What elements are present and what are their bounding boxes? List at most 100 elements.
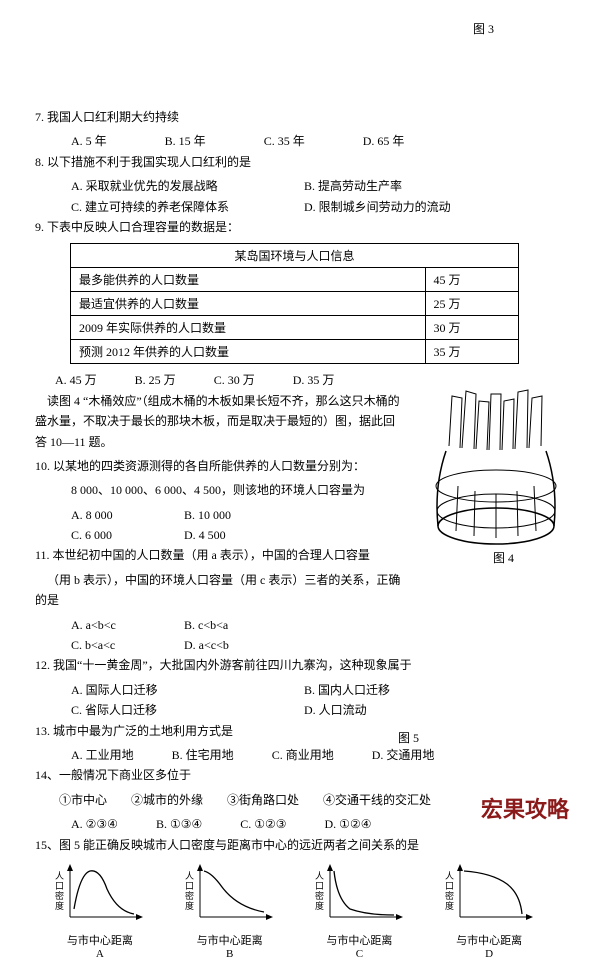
q14-sub: ①市中心 ②城市的外缘 ③街角路口处 ④交通干线的交汇处 bbox=[35, 790, 554, 810]
svg-text:密: 密 bbox=[445, 890, 454, 901]
q13-opt-a: A. 工业用地 bbox=[71, 745, 134, 765]
q14-opt-a: A. ②③④ bbox=[71, 814, 118, 834]
table-cell: 最多能供养的人口数量 bbox=[71, 268, 426, 292]
q7-opt-c: C. 35 年 bbox=[264, 131, 305, 151]
q9-table-wrap: 某岛国环境与人口信息 最多能供养的人口数量45 万 最适宜供养的人口数量25 万… bbox=[70, 243, 519, 364]
barrel-icon bbox=[424, 386, 569, 556]
svg-text:人: 人 bbox=[185, 871, 194, 881]
q11-opt-a: A. a<b<c bbox=[71, 615, 181, 635]
figure-3-label: 图 3 bbox=[35, 20, 554, 37]
q8-opt-c: C. 建立可持续的养老保障体系 bbox=[71, 197, 301, 217]
q8-opt-a: A. 采取就业优先的发展战略 bbox=[71, 176, 301, 196]
q10-opt-d: D. 4 500 bbox=[184, 525, 294, 545]
q9-table: 某岛国环境与人口信息 最多能供养的人口数量45 万 最适宜供养的人口数量25 万… bbox=[70, 243, 519, 364]
chart-d-xlabel: 与市中心距离 bbox=[442, 932, 537, 948]
q7-text: 7. 我国人口红利期大约持续 bbox=[35, 107, 554, 127]
table-cell: 最适宜供养的人口数量 bbox=[71, 292, 426, 316]
svg-text:口: 口 bbox=[185, 881, 194, 891]
q12-opt-c: C. 省际人口迁移 bbox=[71, 700, 301, 720]
chart-c-letter: C bbox=[312, 948, 407, 960]
chart-a-letter: A bbox=[52, 948, 147, 960]
q14-opt-d: D. ①②④ bbox=[325, 814, 372, 834]
q13-opt-c: C. 商业用地 bbox=[272, 745, 334, 765]
svg-text:度: 度 bbox=[185, 900, 194, 911]
table-cell: 45 万 bbox=[425, 268, 518, 292]
q11-opt-c: C. b<a<c bbox=[71, 635, 181, 655]
chart-b-letter: B bbox=[182, 948, 277, 960]
q8-text: 8. 以下措施不利于我国实现人口红利的是 bbox=[35, 152, 554, 172]
q11-line2: （用 b 表示），中国的环境人口容量（用 c 表示）三者的关系，正确的是 bbox=[35, 570, 405, 611]
q10-opt-a: A. 8 000 bbox=[71, 505, 181, 525]
chart-b-svg: 人 口 密 度 bbox=[182, 859, 277, 929]
barrel-section: 读图 4 “木桶效应”（组成木桶的木板如果长短不齐，那么这只木桶的盛水量，不取决… bbox=[35, 391, 554, 611]
barrel-caption: 图 4 bbox=[493, 549, 514, 566]
table-header: 某岛国环境与人口信息 bbox=[71, 244, 519, 268]
q10-text: 10. 以某地的四类资源测得的各自所能供养的人口数量分别为： bbox=[35, 456, 405, 476]
svg-text:密: 密 bbox=[185, 890, 194, 901]
table-cell: 25 万 bbox=[425, 292, 518, 316]
svg-text:人: 人 bbox=[445, 871, 454, 881]
chart-b-xlabel: 与市中心距离 bbox=[182, 932, 277, 948]
charts-row: 人 口 密 度 与市中心距离 A 人 口 密 度 与市中心距离 B bbox=[35, 859, 554, 960]
q13-opt-b: B. 住宅用地 bbox=[172, 745, 234, 765]
chart-a-svg: 人 口 密 度 bbox=[52, 859, 147, 929]
q10-options-row2: C. 6 000 D. 4 500 bbox=[35, 525, 405, 545]
q7-opt-a: A. 5 年 bbox=[71, 131, 107, 151]
q12-text: 12. 我国“十一黄金周”，大批国内外游客前往四川九寨沟，这种现象属于 bbox=[35, 655, 554, 675]
q7-opt-d: D. 65 年 bbox=[363, 131, 405, 151]
q10-options-row1: A. 8 000 B. 10 000 bbox=[35, 505, 405, 525]
q12-options-row2: C. 省际人口迁移 D. 人口流动 bbox=[35, 700, 554, 720]
q13-text: 13. 城市中最为广泛的土地利用方式是 bbox=[35, 721, 554, 741]
svg-text:度: 度 bbox=[315, 900, 324, 911]
chart-d: 人 口 密 度 与市中心距离 D bbox=[442, 859, 537, 960]
q9-opt-b: B. 25 万 bbox=[135, 370, 176, 390]
svg-text:口: 口 bbox=[55, 881, 64, 891]
svg-text:人: 人 bbox=[315, 871, 324, 881]
q11-opt-d: D. a<c<b bbox=[184, 635, 294, 655]
chart-b: 人 口 密 度 与市中心距离 B bbox=[182, 859, 277, 960]
table-cell: 30 万 bbox=[425, 316, 518, 340]
q9-opt-d: D. 35 万 bbox=[293, 370, 335, 390]
svg-text:密: 密 bbox=[55, 890, 64, 901]
q9-text: 9. 下表中反映人口合理容量的数据是： bbox=[35, 217, 554, 237]
q8-opt-d: D. 限制城乡间劳动力的流动 bbox=[304, 197, 534, 217]
q9-opt-c: C. 30 万 bbox=[214, 370, 255, 390]
svg-text:密: 密 bbox=[315, 890, 324, 901]
q8-opt-b: B. 提高劳动生产率 bbox=[304, 176, 534, 196]
chart-a-xlabel: 与市中心距离 bbox=[52, 932, 147, 948]
q13-opt-d: D. 交通用地 bbox=[372, 745, 435, 765]
q14-opt-c: C. ①②③ bbox=[240, 814, 286, 834]
q14-options: A. ②③④ B. ①③④ C. ①②③ D. ①②④ bbox=[35, 814, 554, 834]
q10-opt-c: C. 6 000 bbox=[71, 525, 181, 545]
svg-text:度: 度 bbox=[445, 900, 454, 911]
table-cell: 预测 2012 年供养的人口数量 bbox=[71, 340, 426, 364]
svg-text:口: 口 bbox=[315, 881, 324, 891]
q7-options: A. 5 年 B. 15 年 C. 35 年 D. 65 年 bbox=[35, 131, 554, 151]
q13-options: A. 工业用地 B. 住宅用地 C. 商业用地 D. 交通用地 bbox=[35, 745, 554, 765]
chart-ylabel: 人 bbox=[55, 871, 64, 881]
table-cell: 35 万 bbox=[425, 340, 518, 364]
q11-options-row1: A. a<b<c B. c<b<a bbox=[35, 615, 554, 635]
q7-opt-b: B. 15 年 bbox=[165, 131, 206, 151]
q11-text: 11. 本世纪初中国的人口数量（用 a 表示），中国的合理人口容量 bbox=[35, 545, 405, 565]
q14-text: 14、一般情况下商业区多位于 bbox=[35, 765, 554, 785]
figure-5-label: 图 5 bbox=[398, 729, 419, 746]
chart-c: 人 口 密 度 与市中心距离 C bbox=[312, 859, 407, 960]
svg-text:口: 口 bbox=[445, 881, 454, 891]
q12-opt-a: A. 国际人口迁移 bbox=[71, 680, 301, 700]
chart-d-letter: D bbox=[442, 948, 537, 960]
q9-opt-a: A. 45 万 bbox=[55, 370, 97, 390]
barrel-intro: 读图 4 “木桶效应”（组成木桶的木板如果长短不齐，那么这只木桶的盛水量，不取决… bbox=[35, 391, 405, 452]
q14-opt-b: B. ①③④ bbox=[156, 814, 202, 834]
watermark: 宏果攻略 bbox=[481, 792, 569, 824]
q12-options-row1: A. 国际人口迁移 B. 国内人口迁移 bbox=[35, 680, 554, 700]
chart-c-xlabel: 与市中心距离 bbox=[312, 932, 407, 948]
q12-opt-d: D. 人口流动 bbox=[304, 700, 534, 720]
q8-options-row1: A. 采取就业优先的发展战略 B. 提高劳动生产率 bbox=[35, 176, 554, 196]
chart-a: 人 口 密 度 与市中心距离 A bbox=[52, 859, 147, 960]
chart-c-svg: 人 口 密 度 bbox=[312, 859, 407, 929]
q10-line2: 8 000、10 000、6 000、4 500，则该地的环境人口容量为 bbox=[35, 480, 405, 500]
q12-opt-b: B. 国内人口迁移 bbox=[304, 680, 534, 700]
q11-opt-b: B. c<b<a bbox=[184, 615, 294, 635]
q8-options-row2: C. 建立可持续的养老保障体系 D. 限制城乡间劳动力的流动 bbox=[35, 197, 554, 217]
